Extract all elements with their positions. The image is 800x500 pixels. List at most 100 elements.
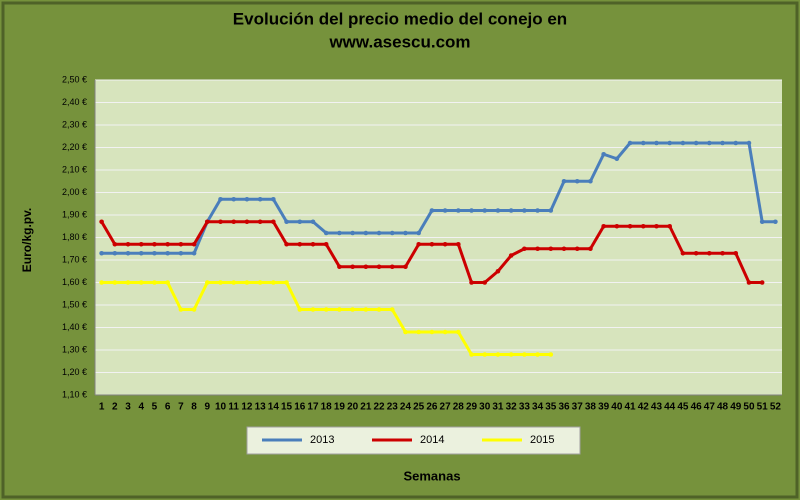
- x-tick-label: 27: [440, 402, 452, 413]
- point: [746, 140, 752, 146]
- point: [627, 140, 633, 146]
- point: [535, 352, 540, 357]
- y-tick-label: 2,10 €: [62, 164, 87, 174]
- point: [469, 280, 474, 285]
- point: [178, 250, 184, 256]
- point: [363, 307, 369, 312]
- point: [614, 223, 620, 229]
- point: [389, 307, 395, 312]
- point: [456, 208, 461, 213]
- point: [244, 219, 250, 225]
- y-tick-label: 2,50 €: [62, 74, 87, 84]
- point: [482, 208, 488, 213]
- point: [442, 208, 448, 213]
- point: [284, 219, 289, 225]
- point: [363, 230, 369, 236]
- y-tick-label: 1,20 €: [62, 367, 87, 377]
- x-tick-label: 41: [625, 402, 637, 413]
- x-tick-label: 47: [704, 402, 716, 413]
- point: [112, 250, 118, 256]
- point: [271, 280, 276, 285]
- point: [204, 280, 210, 285]
- point: [693, 140, 699, 146]
- point: [231, 219, 237, 225]
- point: [561, 178, 567, 184]
- x-tick-label: 11: [228, 402, 239, 413]
- point: [522, 246, 527, 252]
- point: [548, 246, 554, 252]
- x-tick-label: 14: [268, 402, 280, 413]
- point: [337, 264, 342, 270]
- x-tick-label: 48: [717, 402, 729, 413]
- y-tick-label: 1,50 €: [62, 299, 87, 309]
- point: [548, 352, 554, 357]
- point: [152, 241, 157, 247]
- x-tick-label: 25: [413, 402, 425, 413]
- point: [125, 241, 131, 247]
- point: [416, 329, 421, 335]
- x-tick-label: 34: [532, 402, 544, 413]
- x-tick-label: 45: [677, 402, 689, 413]
- point: [667, 140, 673, 146]
- point: [191, 307, 197, 312]
- x-tick-label: 37: [572, 402, 584, 413]
- point: [178, 307, 184, 312]
- chart-title: www.asescu.com: [328, 32, 470, 51]
- legend-label: 2013: [310, 434, 334, 446]
- x-tick-label: 7: [178, 402, 184, 413]
- y-tick-label: 1,10 €: [62, 389, 87, 399]
- point: [152, 250, 157, 256]
- point: [733, 140, 739, 146]
- point: [389, 264, 395, 270]
- point: [350, 307, 355, 312]
- point: [284, 280, 289, 285]
- point: [99, 280, 104, 285]
- point: [152, 280, 157, 285]
- point: [257, 280, 263, 285]
- legend-label: 2014: [420, 434, 444, 446]
- point: [244, 196, 250, 202]
- point: [680, 250, 686, 256]
- y-tick-label: 2,30 €: [62, 119, 87, 129]
- point: [442, 329, 448, 335]
- point: [323, 307, 329, 312]
- x-tick-label: 3: [125, 402, 131, 413]
- point: [257, 196, 263, 202]
- point: [310, 307, 316, 312]
- point: [707, 140, 712, 146]
- point: [720, 250, 725, 256]
- x-tick-label: 36: [558, 402, 570, 413]
- point: [178, 241, 184, 247]
- point: [469, 208, 474, 213]
- x-tick-label: 22: [373, 402, 385, 413]
- point: [707, 250, 712, 256]
- point: [456, 241, 461, 247]
- point: [310, 241, 316, 247]
- point: [548, 208, 554, 213]
- x-tick-label: 1: [99, 402, 105, 413]
- x-tick-label: 35: [545, 402, 557, 413]
- x-tick-label: 49: [730, 402, 742, 413]
- point: [165, 250, 170, 256]
- point: [588, 178, 593, 184]
- x-tick-label: 23: [387, 402, 399, 413]
- point: [495, 352, 501, 357]
- x-tick-label: 31: [492, 402, 504, 413]
- point: [442, 241, 448, 247]
- point: [654, 223, 659, 229]
- x-tick-label: 40: [611, 402, 623, 413]
- x-tick-label: 33: [519, 402, 531, 413]
- point: [508, 253, 514, 258]
- point: [138, 280, 144, 285]
- point: [429, 208, 435, 213]
- point: [469, 352, 474, 357]
- point: [535, 208, 540, 213]
- point: [191, 250, 197, 256]
- x-tick-label: 52: [770, 402, 782, 413]
- point: [640, 223, 646, 229]
- x-tick-label: 46: [691, 402, 703, 413]
- point: [244, 280, 250, 285]
- point: [416, 241, 421, 247]
- y-tick-label: 1,30 €: [62, 344, 87, 354]
